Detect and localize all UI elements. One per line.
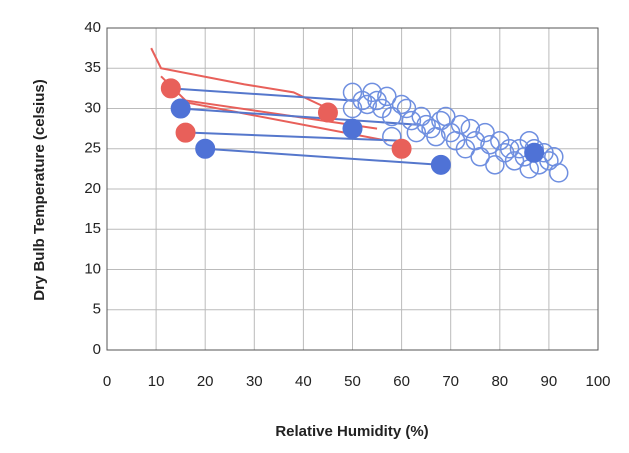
open-point (485, 155, 505, 175)
open-point (357, 94, 377, 115)
y-axis-label: Dry Bulb Temperature (celsius) (31, 79, 48, 300)
open-point (396, 98, 417, 119)
open-point (416, 114, 436, 135)
open-point (382, 126, 402, 147)
y-tick-label: 25 (84, 140, 101, 157)
y-tick-label: 15 (84, 220, 101, 237)
y-tick-label: 30 (84, 99, 101, 116)
open-point (475, 122, 495, 143)
filled-point (342, 118, 363, 139)
open-point (401, 110, 422, 131)
x-tick-label: 100 (585, 373, 610, 390)
open-point (352, 90, 373, 111)
open-point (499, 139, 520, 159)
x-tick-label: 20 (197, 373, 214, 390)
line (205, 147, 441, 166)
x-tick-label: 0 (103, 373, 111, 390)
y-tick-label: 35 (84, 59, 101, 76)
plot-frame (106, 27, 599, 351)
x-tick-label: 60 (393, 373, 410, 390)
open-point (450, 114, 471, 135)
open-point (455, 139, 476, 159)
line (190, 131, 402, 142)
y-tick-label: 5 (93, 301, 101, 318)
y-tick-label: 10 (84, 260, 101, 277)
y-tick-label: 20 (84, 180, 101, 197)
filled-point (391, 138, 412, 159)
filled-point (175, 122, 196, 143)
filled-point (170, 98, 191, 119)
open-point (382, 106, 402, 127)
line (180, 107, 417, 126)
x-tick-label: 40 (295, 373, 312, 390)
x-tick-label: 90 (541, 373, 558, 390)
y-tick-label: 40 (84, 19, 101, 36)
y-tick-label: 0 (93, 341, 101, 358)
open-point (342, 82, 363, 103)
line (170, 87, 353, 102)
open-point (470, 147, 490, 167)
open-point (342, 98, 363, 119)
open-point (548, 163, 569, 183)
open-point (431, 110, 451, 131)
open-point (391, 94, 412, 115)
open-point (377, 86, 397, 107)
filled-point (195, 138, 216, 159)
filled-point (317, 102, 338, 123)
open-point (480, 134, 500, 155)
open-point (504, 151, 525, 171)
x-axis-label: Relative Humidity (%) (275, 423, 428, 440)
open-point (494, 143, 515, 163)
x-tick-label: 50 (344, 373, 361, 390)
x-tick-label: 70 (442, 373, 459, 390)
open-point (460, 118, 481, 139)
x-tick-label: 10 (148, 373, 165, 390)
x-tick-label: 30 (246, 373, 263, 390)
open-point (490, 130, 510, 151)
x-tick-label: 80 (491, 373, 508, 390)
open-point (372, 98, 392, 119)
filled-point (160, 78, 181, 99)
filled-point (430, 154, 451, 175)
filled-point (524, 142, 545, 163)
